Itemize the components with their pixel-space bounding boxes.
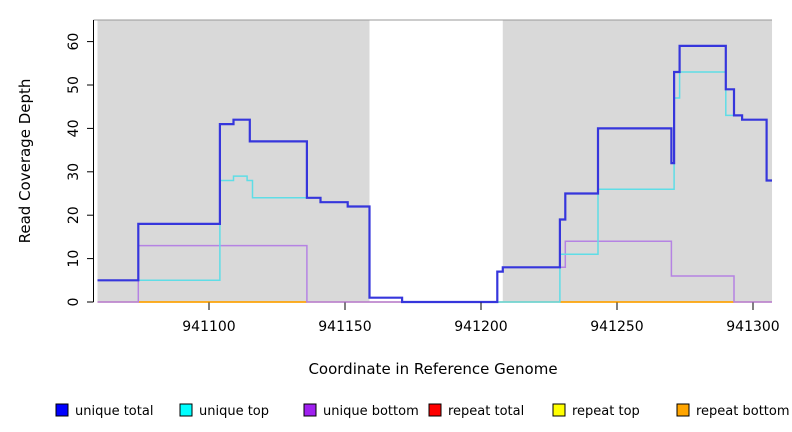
x-axis-title: Coordinate in Reference Genome bbox=[308, 360, 557, 378]
y-tick-label: 50 bbox=[66, 76, 82, 94]
legend-label: unique top bbox=[199, 404, 269, 419]
legend-item: unique bottom bbox=[303, 403, 419, 419]
legend-label: repeat bottom bbox=[696, 404, 790, 419]
legend-swatch bbox=[428, 403, 442, 417]
legend-item: unique total bbox=[55, 403, 153, 419]
y-tick-label: 40 bbox=[66, 119, 82, 137]
legend-swatch bbox=[552, 403, 566, 417]
masked-region bbox=[369, 20, 503, 302]
legend-swatch bbox=[303, 403, 317, 417]
y-tick-label: 0 bbox=[66, 298, 82, 307]
series-unique-total bbox=[97, 44, 772, 304]
legend-label: unique bottom bbox=[323, 404, 419, 419]
plot-area-background bbox=[93, 19, 773, 302]
legend-item: repeat top bbox=[552, 403, 640, 419]
y-axis-title: Read Coverage Depth bbox=[16, 79, 34, 244]
y-tick-label: 30 bbox=[66, 163, 82, 181]
y-tick-label: 20 bbox=[66, 206, 82, 224]
legend-item: unique top bbox=[179, 403, 269, 419]
axes: 0 10 20 30 40 50 60 941100 941150 941200 941250 941… bbox=[66, 20, 780, 335]
series-curves bbox=[97, 44, 772, 304]
y-tick-label: 10 bbox=[66, 250, 82, 268]
x-tick-label: 941300 bbox=[726, 319, 779, 335]
legend-item: repeat total bbox=[428, 403, 524, 419]
legend-label: repeat top bbox=[572, 404, 640, 419]
legend: unique total unique top unique bottom repea… bbox=[55, 403, 790, 419]
legend-item: repeat bottom bbox=[676, 403, 790, 419]
x-tick-label: 941150 bbox=[318, 319, 371, 335]
legend-swatch bbox=[179, 403, 193, 417]
y-tick-label: 60 bbox=[66, 33, 82, 51]
legend-label: unique total bbox=[75, 404, 153, 419]
x-tick-label: 941100 bbox=[182, 319, 235, 335]
x-tick-label: 941250 bbox=[590, 319, 643, 335]
legend-swatch bbox=[55, 403, 69, 417]
legend-swatch bbox=[676, 403, 690, 417]
x-tick-label: 941200 bbox=[454, 319, 507, 335]
legend-label: repeat total bbox=[448, 404, 524, 419]
